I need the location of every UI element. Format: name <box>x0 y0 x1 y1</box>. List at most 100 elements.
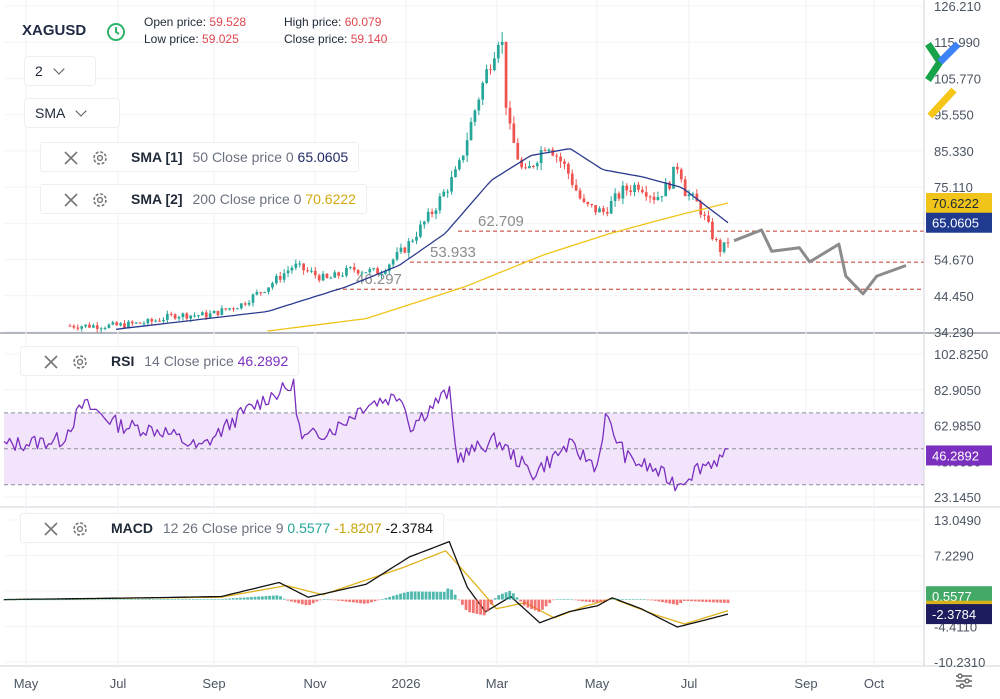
macd-hist-bar <box>519 599 523 602</box>
macd-hist-bar <box>224 598 228 600</box>
macd-hist-bar <box>235 597 239 600</box>
candle-body <box>672 166 675 189</box>
gear-icon[interactable] <box>71 520 89 538</box>
indicator-select[interactable]: SMA <box>24 98 120 128</box>
macd-hist-bar <box>377 599 381 601</box>
candle-body <box>547 149 551 151</box>
candle-body <box>395 251 399 260</box>
candle-body <box>539 150 543 164</box>
macd-hist-bar <box>344 599 348 602</box>
gear-icon[interactable] <box>91 149 109 167</box>
macd-hist-bar <box>213 599 217 600</box>
candle-body <box>442 191 446 197</box>
candle-body <box>446 191 450 193</box>
candle-body <box>68 325 72 327</box>
candle-body <box>364 272 368 274</box>
candle-body <box>267 287 270 293</box>
macd-hist-bar <box>562 598 566 600</box>
candle-body <box>454 169 457 178</box>
macd-hist-bar <box>617 598 621 600</box>
legend-macd-v1: 0.5577 <box>287 520 331 536</box>
macd-hist-bar <box>199 599 202 600</box>
macd-hist-bar <box>501 593 504 600</box>
macd-hist-bar <box>686 599 690 601</box>
macd-hist-bar <box>340 599 344 602</box>
close-icon[interactable] <box>63 150 79 166</box>
candle-body <box>516 142 520 160</box>
indicator-lines <box>3 148 907 628</box>
macd-hist-bar <box>35 599 39 601</box>
gear-icon[interactable] <box>71 353 89 371</box>
candle-body <box>695 193 699 202</box>
candle-body <box>524 167 527 169</box>
candle-body <box>72 325 76 328</box>
close-icon[interactable] <box>43 354 59 370</box>
macd-hist-bar <box>297 599 301 604</box>
macd-hist-bar <box>9 599 13 601</box>
macd-hist-bar <box>217 598 221 600</box>
legend-macd-name: MACD <box>111 520 153 536</box>
candle-body <box>411 240 414 242</box>
candle-body <box>130 321 134 324</box>
macd-hist-bar <box>53 599 57 601</box>
macd-hist-bar <box>646 599 650 601</box>
macd-hist-bar <box>380 599 384 600</box>
interval-value: 2 <box>35 63 43 79</box>
gear-icon[interactable] <box>91 191 109 209</box>
macd-hist-bar <box>337 599 341 601</box>
legend-sma1: SMA [1] 50 Close price 0 65.0605 <box>40 142 360 172</box>
macd-hist-bar <box>108 599 111 601</box>
macd-hist-bar <box>159 599 162 600</box>
macd-hist-bar <box>173 599 177 600</box>
clock-icon[interactable] <box>106 22 126 42</box>
candle-body <box>80 326 84 329</box>
macd-hist-bar <box>253 596 257 600</box>
candle-body <box>275 275 278 284</box>
candle-body <box>142 323 146 325</box>
candle-body <box>668 182 671 189</box>
candle-body <box>212 310 216 314</box>
macd-hist-bar <box>49 599 53 601</box>
macd-hist-bar <box>239 597 242 600</box>
macd-hist-bar <box>28 599 31 601</box>
macd-hist-bar <box>420 591 424 600</box>
close-icon[interactable] <box>63 192 79 208</box>
interval-select[interactable]: 2 <box>24 56 96 86</box>
candle-body <box>251 294 255 303</box>
candle-body <box>637 184 640 190</box>
macd-hist-bar <box>257 596 261 600</box>
macd-hist-bar <box>100 599 104 601</box>
candle-body <box>602 208 605 212</box>
macd-hist-bar <box>188 599 191 600</box>
macd-hist-bar <box>93 599 97 601</box>
close-icon[interactable] <box>43 521 59 537</box>
candle-body <box>154 320 158 322</box>
macd-hist-bar <box>628 598 632 600</box>
candle-body <box>162 319 165 322</box>
macd-hist-bar <box>144 599 148 600</box>
macd-hist-bar <box>548 599 552 604</box>
macd-hist-bar <box>129 599 133 601</box>
candle-body <box>512 123 516 143</box>
macd-hist-bar <box>679 599 683 604</box>
candle-body <box>352 267 356 270</box>
macd-hist-bar <box>486 599 490 612</box>
macd-hist-bar <box>453 594 457 600</box>
settings-sliders-icon[interactable] <box>954 672 974 690</box>
candle-body <box>419 224 422 237</box>
macd-hist-bar <box>319 599 322 601</box>
x-tick-label: 2026 <box>392 676 421 691</box>
macd-hist-bar <box>515 597 519 600</box>
macd-hist-bar <box>591 599 595 603</box>
y-tick-label: 34.230 <box>934 325 974 340</box>
candle-body <box>368 269 372 273</box>
macd-hist-bar <box>104 599 108 601</box>
x-tick-label: Sep <box>202 676 225 691</box>
candle-body <box>313 270 317 276</box>
macd-hist-bar <box>722 599 726 603</box>
candle-body <box>173 314 177 319</box>
candle-body <box>485 69 488 83</box>
candle-body <box>193 315 196 317</box>
y-tick-label: 75.110 <box>934 180 973 195</box>
